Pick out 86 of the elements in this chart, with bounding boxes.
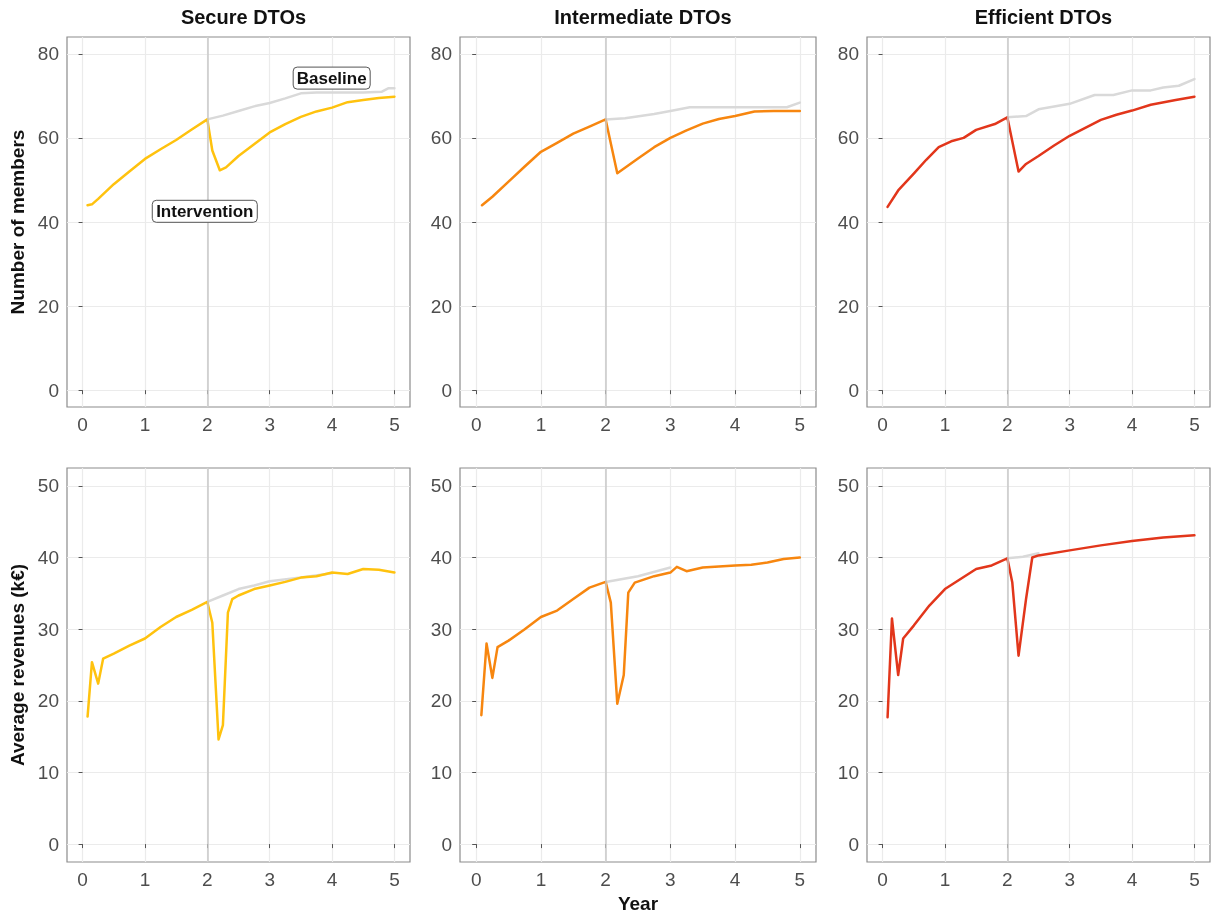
x-tick-label: 4: [729, 414, 741, 435]
x-tick-label: 1: [939, 869, 951, 890]
x-tick-label: 2: [1002, 869, 1013, 890]
x-tick-label: 2: [202, 414, 213, 435]
x-tick-label: 0: [470, 414, 482, 435]
x-tick-label: 4: [1126, 414, 1138, 435]
x-axis-title: Year: [617, 892, 659, 914]
line-series: [206, 87, 396, 121]
y-tick-label: 40: [430, 211, 452, 233]
x-tick-label: 3: [665, 414, 676, 435]
x-tick-label: 1: [139, 869, 151, 890]
chart-title: Secure DTOs: [180, 6, 307, 28]
x-tick-label: 4: [729, 869, 741, 890]
line-series: [480, 109, 802, 207]
y-tick-label: 50: [837, 475, 859, 497]
x-tick-label: 0: [77, 414, 88, 435]
y-axis-title: Number of members: [6, 129, 28, 315]
y-tick-label: 40: [37, 547, 59, 569]
x-tick-label: 1: [535, 414, 547, 435]
y-tick-label: 20: [430, 295, 452, 317]
annotation: Intervention: [156, 201, 254, 221]
x-tick-label: 5: [389, 869, 400, 890]
y-tick-label: 0: [48, 833, 59, 855]
y-tick-label: 0: [441, 833, 452, 855]
y-tick-label: 80: [37, 43, 59, 65]
x-tick-label: 3: [264, 414, 275, 435]
annotation: Baseline: [296, 68, 367, 88]
y-tick-label: 20: [837, 295, 859, 317]
y-tick-label: 30: [430, 618, 452, 640]
x-tick-label: 2: [600, 869, 611, 890]
line-series: [886, 95, 1196, 209]
x-tick-label: 5: [1189, 869, 1200, 890]
x-tick-label: 4: [1126, 869, 1138, 890]
x-tick-label: 2: [600, 414, 611, 435]
x-tick-label: 3: [1064, 869, 1075, 890]
x-tick-label: 1: [939, 414, 951, 435]
y-tick-label: 40: [37, 211, 59, 233]
y-tick-label: 40: [837, 547, 859, 569]
y-tick-label: 60: [37, 127, 59, 149]
y-tick-label: 60: [430, 127, 452, 149]
x-tick-label: 0: [877, 414, 888, 435]
x-tick-label: 3: [1064, 414, 1075, 435]
y-tick-label: 50: [37, 475, 59, 497]
y-tick-label: 20: [837, 690, 859, 712]
x-tick-label: 2: [202, 869, 213, 890]
x-tick-label: 5: [1189, 414, 1200, 435]
line-series: [1006, 77, 1196, 119]
line-series: [886, 534, 1196, 719]
y-tick-label: 20: [37, 295, 59, 317]
x-tick-label: 5: [794, 869, 806, 890]
y-tick-label: 10: [37, 761, 59, 783]
y-tick-label: 0: [848, 379, 859, 401]
x-tick-label: 0: [877, 869, 888, 890]
y-tick-label: 20: [37, 690, 59, 712]
line-series: [86, 567, 396, 741]
y-tick-label: 40: [430, 547, 452, 569]
chart-title: Intermediate DTOs: [554, 6, 732, 28]
x-tick-label: 4: [326, 869, 338, 890]
y-tick-label: 60: [837, 127, 859, 149]
line-series: [480, 556, 802, 717]
x-tick-label: 5: [794, 414, 806, 435]
y-tick-label: 0: [48, 379, 59, 401]
y-tick-label: 50: [430, 475, 452, 497]
y-tick-label: 80: [837, 43, 859, 65]
y-tick-label: 0: [441, 379, 452, 401]
x-tick-label: 4: [326, 414, 338, 435]
y-tick-label: 0: [848, 833, 859, 855]
chart-title: Efficient DTOs: [974, 6, 1113, 28]
y-axis-title: Average revenues (k€): [6, 563, 28, 767]
x-tick-label: 0: [77, 869, 88, 890]
y-tick-label: 80: [430, 43, 452, 65]
line-series: [86, 95, 396, 207]
x-tick-label: 2: [1002, 414, 1013, 435]
line-series: [604, 101, 802, 121]
y-tick-label: 10: [430, 761, 452, 783]
y-tick-label: 30: [837, 618, 859, 640]
y-tick-label: 10: [837, 761, 859, 783]
x-tick-label: 3: [665, 869, 676, 890]
x-tick-label: 0: [470, 869, 482, 890]
y-tick-label: 30: [37, 618, 59, 640]
x-tick-label: 1: [535, 869, 547, 890]
x-tick-label: 5: [389, 414, 400, 435]
x-tick-label: 3: [264, 869, 275, 890]
y-tick-label: 20: [430, 690, 452, 712]
x-tick-label: 1: [139, 414, 151, 435]
y-tick-label: 40: [837, 211, 859, 233]
